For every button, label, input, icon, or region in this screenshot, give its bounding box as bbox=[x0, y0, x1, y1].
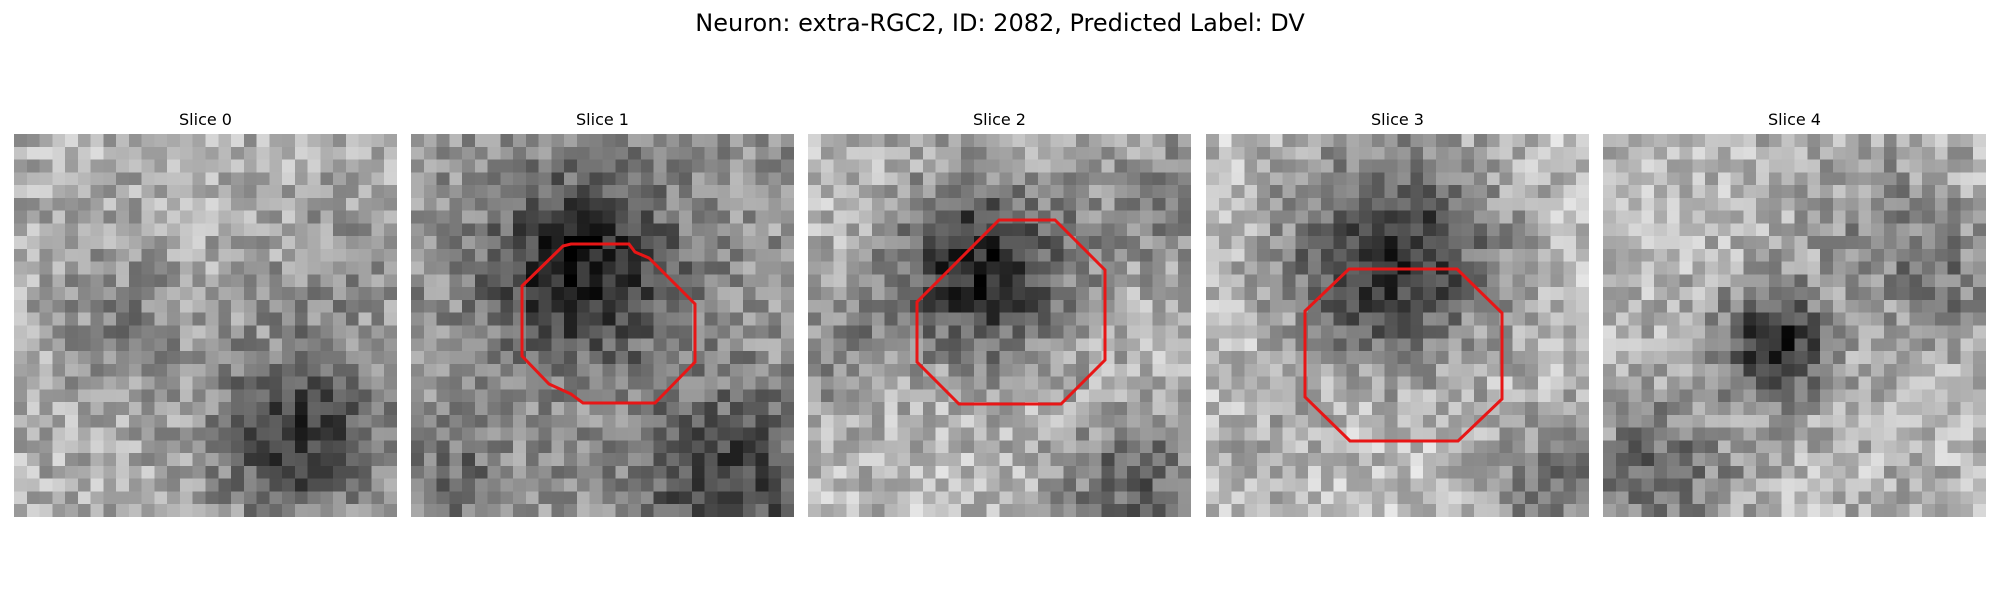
figure-title: Neuron: extra-RGC2, ID: 2082, Predicted … bbox=[695, 9, 1305, 37]
slice-4-grayscale-image bbox=[1603, 134, 1986, 517]
slice-2-contour-overlay bbox=[915, 218, 1107, 406]
slice-image-1 bbox=[411, 134, 794, 517]
slice-image-4 bbox=[1603, 134, 1986, 517]
slice-image-3 bbox=[1206, 134, 1589, 517]
slice-title-1: Slice 1 bbox=[576, 110, 629, 129]
slice-1-roi-contour bbox=[520, 242, 697, 405]
slice-2-roi-contour bbox=[915, 218, 1107, 406]
slice-3-contour-overlay bbox=[1303, 267, 1504, 443]
slice-title-3: Slice 3 bbox=[1371, 110, 1424, 129]
slice-2-grayscale-image bbox=[808, 134, 1191, 517]
slice-image-2 bbox=[808, 134, 1191, 517]
slice-image-0 bbox=[14, 134, 397, 517]
slice-3-roi-contour bbox=[1303, 267, 1504, 443]
slice-3-grayscale-image bbox=[1206, 134, 1589, 517]
slice-1-grayscale-image bbox=[411, 134, 794, 517]
slice-title-4: Slice 4 bbox=[1768, 110, 1821, 129]
slice-0-grayscale-image bbox=[14, 134, 397, 517]
slice-title-0: Slice 0 bbox=[179, 110, 232, 129]
slice-1-contour-overlay bbox=[520, 242, 697, 405]
slice-title-2: Slice 2 bbox=[973, 110, 1026, 129]
